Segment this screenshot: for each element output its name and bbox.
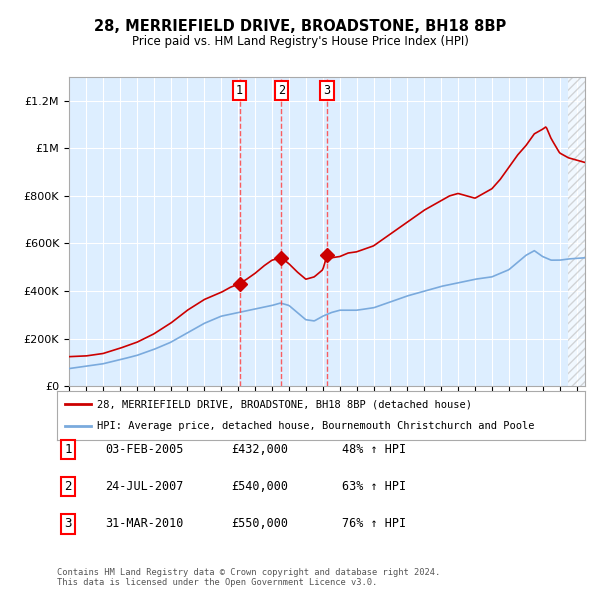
- Text: £540,000: £540,000: [231, 480, 288, 493]
- Text: £432,000: £432,000: [231, 443, 288, 456]
- Text: HPI: Average price, detached house, Bournemouth Christchurch and Poole: HPI: Average price, detached house, Bour…: [97, 421, 534, 431]
- Bar: [568, 77, 585, 386]
- Text: Price paid vs. HM Land Registry's House Price Index (HPI): Price paid vs. HM Land Registry's House …: [131, 35, 469, 48]
- Text: 28, MERRIEFIELD DRIVE, BROADSTONE, BH18 8BP (detached house): 28, MERRIEFIELD DRIVE, BROADSTONE, BH18 …: [97, 399, 472, 409]
- Text: 3: 3: [64, 517, 71, 530]
- Text: 03-FEB-2005: 03-FEB-2005: [105, 443, 184, 456]
- Text: 31-MAR-2010: 31-MAR-2010: [105, 517, 184, 530]
- Text: 28, MERRIEFIELD DRIVE, BROADSTONE, BH18 8BP: 28, MERRIEFIELD DRIVE, BROADSTONE, BH18 …: [94, 19, 506, 34]
- Text: 2: 2: [278, 84, 285, 97]
- Text: 2: 2: [64, 480, 71, 493]
- Text: Contains HM Land Registry data © Crown copyright and database right 2024.
This d: Contains HM Land Registry data © Crown c…: [57, 568, 440, 587]
- Text: 24-JUL-2007: 24-JUL-2007: [105, 480, 184, 493]
- Text: 63% ↑ HPI: 63% ↑ HPI: [342, 480, 406, 493]
- Text: 76% ↑ HPI: 76% ↑ HPI: [342, 517, 406, 530]
- Text: £550,000: £550,000: [231, 517, 288, 530]
- Text: 48% ↑ HPI: 48% ↑ HPI: [342, 443, 406, 456]
- Text: 3: 3: [323, 84, 331, 97]
- Text: 1: 1: [236, 84, 243, 97]
- Text: 1: 1: [64, 443, 71, 456]
